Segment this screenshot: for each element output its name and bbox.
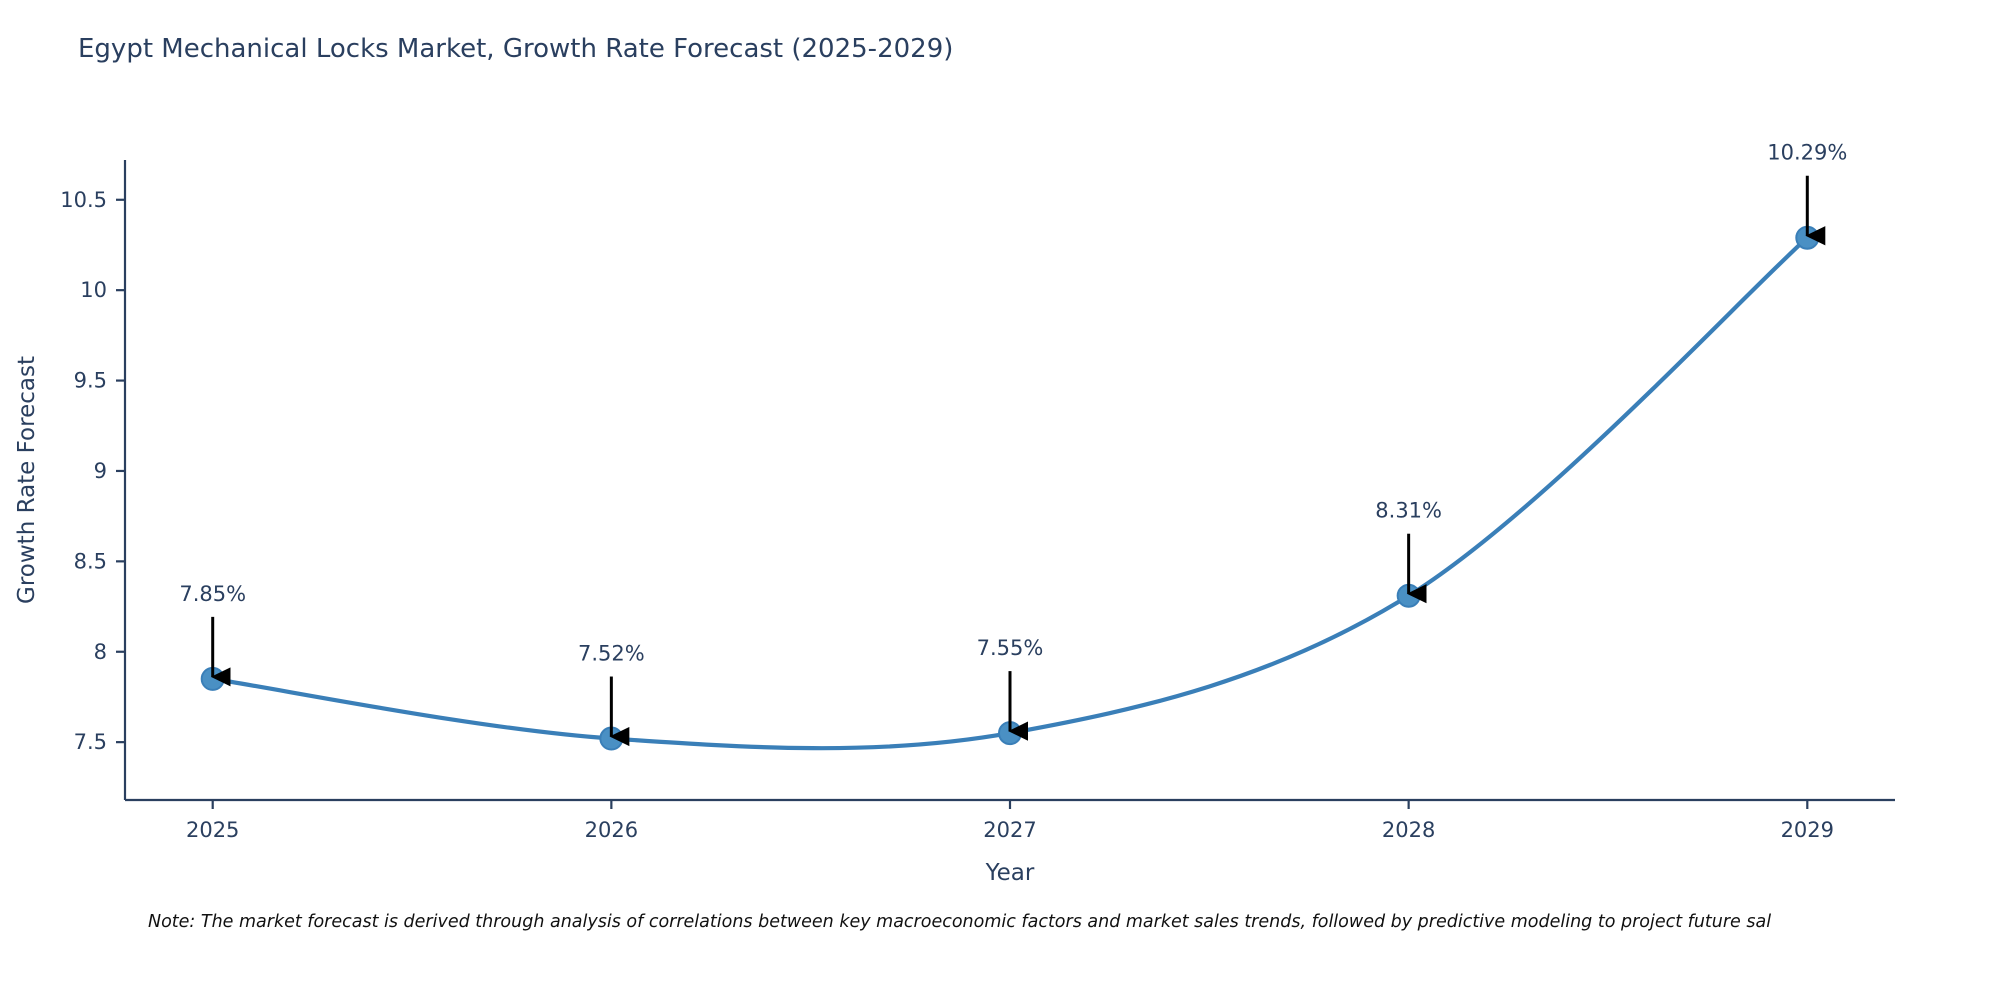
x-axis-tick-labels: 2025 2026 2027 2028 2029 — [186, 818, 1834, 842]
x-axis-title: Year — [985, 860, 1035, 886]
y-tick-label: 7.5 — [74, 730, 107, 754]
chart-title: Egypt Mechanical Locks Market, Growth Ra… — [78, 34, 954, 64]
y-tick-label: 9.5 — [74, 369, 107, 393]
point-annotation-label: 8.31% — [1375, 499, 1442, 523]
y-tick-label: 8.5 — [74, 549, 107, 573]
x-tick-label: 2025 — [186, 818, 239, 842]
x-tick-label: 2029 — [1781, 818, 1834, 842]
x-tick-label: 2026 — [585, 818, 638, 842]
point-annotation-label: 7.55% — [977, 636, 1044, 660]
y-axis-tick-labels: 7.5 8 8.5 9 9.5 10 10.5 — [60, 188, 107, 754]
y-tick-label: 9 — [94, 459, 107, 483]
point-annotation-label: 7.52% — [578, 642, 645, 666]
y-axis-title: Growth Rate Forecast — [14, 356, 40, 604]
y-tick-label: 8 — [94, 640, 107, 664]
y-tick-label: 10.5 — [60, 188, 107, 212]
y-axis-ticks — [116, 198, 125, 744]
y-tick-label: 10 — [80, 278, 107, 302]
point-annotation-label: 7.85% — [179, 582, 246, 606]
x-tick-label: 2028 — [1382, 818, 1435, 842]
x-tick-label: 2027 — [983, 818, 1036, 842]
point-annotations: 7.85% 7.52% 7.55% 8.31% 10.29% — [179, 141, 1847, 747]
point-annotation-label: 10.29% — [1767, 141, 1847, 165]
chart-footnote: Note: The market forecast is derived thr… — [148, 912, 1772, 932]
x-axis-ticks — [211, 800, 1809, 809]
